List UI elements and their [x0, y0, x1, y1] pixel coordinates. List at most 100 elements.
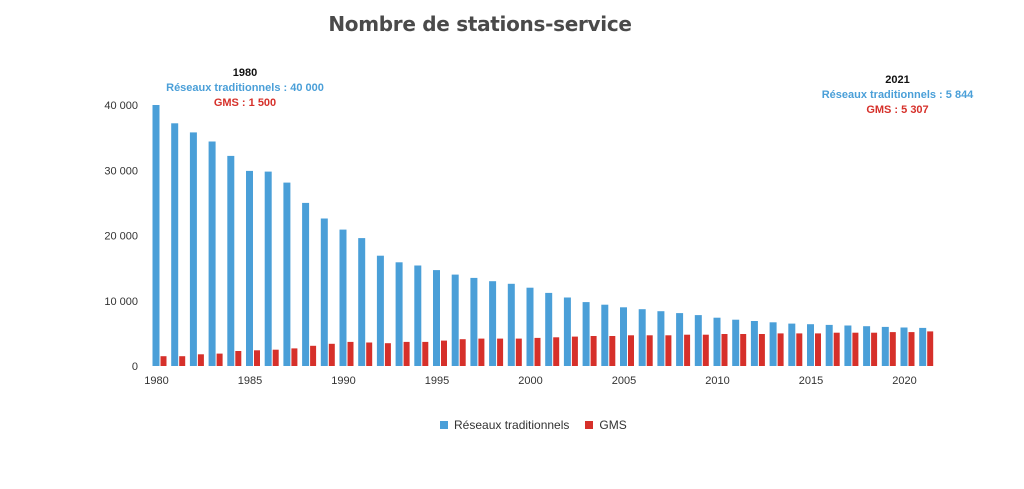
bar-traditional [769, 322, 777, 366]
bar-gms [758, 334, 765, 366]
bar-gms [740, 334, 747, 366]
bar-traditional [545, 292, 553, 366]
bar-gms [328, 343, 335, 366]
bar-gms [497, 338, 504, 366]
bar-traditional [844, 325, 852, 366]
bar-gms [216, 353, 223, 366]
bar-gms [609, 336, 616, 366]
annotation-end-gms: GMS : 5 307 [866, 104, 929, 116]
bar-traditional [507, 283, 515, 366]
bar-traditional [470, 277, 478, 366]
x-tick-label: 1980 [144, 375, 168, 387]
bar-traditional [489, 281, 497, 366]
bar-traditional [788, 323, 796, 366]
bar-gms [384, 343, 391, 366]
bar-traditional [694, 315, 702, 366]
bar-traditional [563, 297, 571, 366]
bar-traditional [900, 327, 908, 366]
bar-traditional [732, 319, 740, 366]
annotation-start-year: 1980 [232, 67, 258, 79]
bar-traditional [713, 317, 721, 366]
x-tick-label: 1995 [425, 375, 449, 387]
bar-traditional [246, 170, 253, 366]
bar-gms [628, 335, 634, 366]
bar-gms [422, 341, 429, 366]
x-tick-label: 2000 [518, 375, 542, 387]
bar-gms [291, 348, 298, 366]
bar-gms [459, 339, 466, 366]
bar-gms [815, 333, 821, 366]
annotation-end: 2021 Réseaux traditionnels : 5 844 GMS :… [800, 73, 995, 118]
bar-gms [441, 340, 447, 366]
bar-traditional [582, 302, 590, 366]
bar-traditional [526, 287, 534, 366]
chart-title: Nombre de stations-service [328, 12, 632, 36]
bar-gms [160, 356, 167, 366]
y-tick-label: 20 000 [104, 231, 138, 243]
x-tick-label: 2005 [612, 375, 636, 387]
y-tick-label: 0 [132, 361, 138, 373]
bar-traditional [302, 202, 310, 366]
bar-traditional [750, 321, 758, 366]
bar-gms [590, 336, 597, 366]
bar-gms [908, 332, 915, 366]
bar-gms [310, 345, 317, 366]
annotation-start-traditional: Réseaux traditionnels : 40 000 [166, 82, 324, 94]
bar-gms [515, 338, 522, 366]
legend-label-gms: GMS [599, 418, 627, 432]
x-tick-label: 1985 [238, 375, 262, 387]
legend-label-traditional: Réseaux traditionnels [454, 418, 570, 432]
bar-traditional [825, 324, 833, 366]
annotation-end-traditional: Réseaux traditionnels : 5 844 [821, 89, 974, 101]
bar-gms [871, 332, 878, 366]
bar-traditional [676, 313, 684, 366]
bar-traditional [395, 262, 403, 366]
bar-traditional [152, 105, 160, 366]
x-tick-label: 2010 [705, 375, 729, 387]
bar-gms [927, 331, 934, 366]
x-tick-label: 2020 [892, 375, 916, 387]
bar-gms [702, 334, 709, 366]
bar-traditional [919, 327, 927, 366]
bar-traditional [601, 304, 609, 366]
y-tick-label: 10 000 [104, 296, 138, 308]
bar-traditional [358, 238, 366, 366]
bar-gms [684, 334, 691, 366]
legend-item-traditional: Réseaux traditionnels [440, 418, 569, 432]
bar-gms [347, 341, 354, 366]
bar-traditional [638, 309, 646, 366]
bar-traditional [171, 123, 179, 366]
bar-gms [571, 336, 578, 366]
bar-traditional [657, 311, 665, 366]
y-tick-label: 40 000 [104, 100, 138, 112]
y-tick-label: 30 000 [104, 165, 138, 177]
bar-gms [179, 356, 186, 366]
annotation-start-gms: GMS : 1 500 [213, 97, 277, 109]
bar-gms [833, 332, 840, 366]
bar-traditional [264, 171, 272, 366]
bar-gms [796, 333, 803, 366]
bar-traditional [451, 274, 459, 366]
bar-traditional [433, 270, 440, 366]
bar-gms [478, 338, 485, 366]
x-tick-label: 1990 [331, 375, 355, 387]
legend: Réseaux traditionnels GMS [440, 418, 635, 432]
bar-traditional [189, 132, 197, 366]
bar-gms [889, 332, 896, 366]
annotation-start: 1980 Réseaux traditionnels : 40 000 GMS … [150, 66, 340, 111]
bar-gms [721, 334, 728, 366]
annotation-end-year: 2021 [885, 74, 910, 86]
bar-gms [403, 341, 410, 366]
bar-gms [254, 350, 260, 366]
bar-gms [235, 351, 242, 366]
bar-gms [852, 332, 859, 366]
bar-gms [777, 333, 784, 366]
bar-traditional [227, 155, 235, 366]
bar-traditional [414, 265, 422, 366]
legend-swatch-gms [585, 421, 594, 429]
bar-traditional [376, 255, 384, 366]
bar-gms [366, 342, 373, 366]
bar-traditional [320, 218, 328, 366]
legend-swatch-traditional [440, 421, 448, 429]
